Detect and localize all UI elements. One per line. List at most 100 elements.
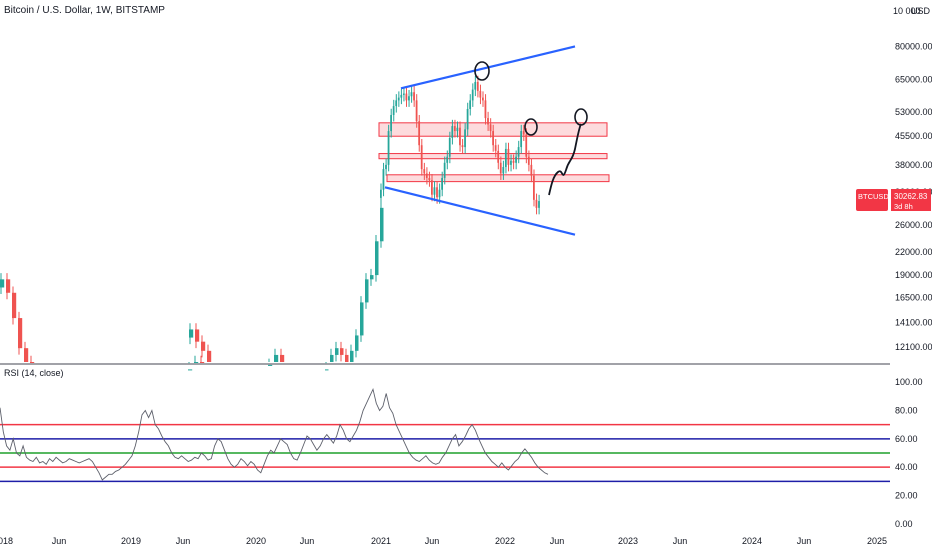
y-tick-label: 38000.00 bbox=[895, 160, 932, 170]
candle-body bbox=[520, 131, 523, 148]
candle-body bbox=[466, 108, 469, 130]
candle-body bbox=[512, 160, 515, 163]
candle-body bbox=[530, 164, 533, 176]
x-tick-label: 2023 bbox=[618, 536, 638, 546]
x-tick-label: Jun bbox=[550, 536, 565, 546]
candle-body bbox=[510, 160, 512, 165]
candle-body bbox=[517, 147, 520, 157]
y-tick-label: 16500.00 bbox=[895, 293, 932, 303]
candle-body bbox=[380, 207, 384, 242]
rsi-axis[interactable]: 100.00 80.00 60.00 40.00 20.00 0.00 bbox=[895, 377, 923, 529]
rsi-tick-label: 20.00 bbox=[895, 491, 918, 501]
circle-drawing-mid bbox=[524, 118, 538, 136]
candle-body bbox=[189, 329, 194, 338]
candle-body bbox=[499, 162, 502, 174]
x-tick-label: 2024 bbox=[742, 536, 762, 546]
y-tick-label: 45500.00 bbox=[895, 131, 932, 141]
resistance-zone bbox=[386, 174, 610, 183]
projection-path-drawing bbox=[548, 123, 582, 196]
y-tick-label: 53000.00 bbox=[895, 107, 932, 117]
candle-body bbox=[340, 348, 344, 355]
y-tick-label: 65000.00 bbox=[895, 75, 932, 85]
candle-body bbox=[459, 127, 461, 146]
candle-body bbox=[489, 124, 492, 132]
candle-body bbox=[268, 364, 273, 366]
candle-body bbox=[476, 81, 479, 91]
candle-body bbox=[325, 369, 329, 371]
candle-body bbox=[365, 279, 369, 303]
price-label-background bbox=[856, 189, 888, 211]
rsi-tick-label: 80.00 bbox=[895, 406, 918, 416]
rsi-tick-label: 60.00 bbox=[895, 434, 918, 444]
candle-body bbox=[527, 156, 530, 165]
candle-body bbox=[405, 93, 408, 101]
candle-body bbox=[12, 292, 17, 319]
chart-title: Bitcoin / U.S. Dollar, 1W, BITSTAMP bbox=[4, 5, 165, 16]
x-tick-label: 2022 bbox=[495, 536, 515, 546]
y-tick-label: 12100.00 bbox=[895, 342, 932, 352]
candle-body bbox=[504, 148, 507, 167]
y-tick-label: 10 000 bbox=[893, 6, 921, 16]
candle-body bbox=[461, 145, 464, 148]
time-axis[interactable]: 2018 Jun 2019 Jun 2020 Jun 2021 Jun 2022 Jun 2023 J… bbox=[0, 536, 887, 546]
candle-body bbox=[400, 94, 403, 98]
y-tick-label: 19000.00 bbox=[895, 270, 932, 280]
rsi-line bbox=[0, 387, 549, 481]
x-tick-label: 2018 bbox=[0, 536, 13, 546]
candle-body bbox=[474, 81, 477, 90]
candle-body bbox=[428, 177, 431, 181]
candle-body bbox=[451, 126, 454, 138]
candlestick-series bbox=[0, 75, 540, 371]
y-tick-label: 22000.00 bbox=[895, 247, 932, 257]
candle-body bbox=[525, 134, 528, 157]
candle-body bbox=[194, 362, 199, 363]
price-label-symbol: BTCUSD bbox=[858, 192, 889, 201]
candle-body bbox=[436, 187, 438, 198]
candle-body bbox=[385, 164, 387, 170]
candle-body bbox=[418, 121, 421, 146]
candle-body bbox=[482, 97, 484, 101]
candle-body bbox=[453, 126, 456, 132]
candle-body bbox=[433, 187, 436, 195]
candle-body bbox=[420, 145, 423, 170]
candle-body bbox=[533, 175, 535, 200]
candle-body bbox=[350, 350, 354, 362]
candle-body bbox=[24, 348, 29, 362]
candle-body bbox=[395, 100, 398, 107]
currency-label: USD bbox=[911, 6, 931, 16]
candle-body bbox=[274, 354, 279, 362]
candle-body bbox=[408, 96, 410, 101]
candle-body bbox=[18, 318, 23, 349]
candle-body bbox=[188, 369, 193, 371]
rsi-title: RSI (14, close) bbox=[4, 368, 64, 378]
price-label-countdown: 3d 8h bbox=[894, 202, 913, 211]
rsi-tick-label: 40.00 bbox=[895, 462, 918, 472]
price-tag-background bbox=[891, 189, 931, 211]
rsi-tick-label: 0.00 bbox=[895, 519, 913, 529]
candle-body bbox=[0, 279, 5, 288]
y-tick-label: 26000.00 bbox=[895, 220, 932, 230]
candle-body bbox=[345, 354, 349, 362]
candle-body bbox=[200, 362, 205, 363]
candle-body bbox=[423, 169, 426, 174]
candle-body bbox=[425, 173, 428, 178]
candle-body bbox=[431, 180, 433, 195]
candle-body bbox=[330, 354, 334, 362]
candle-body bbox=[402, 93, 405, 95]
candle-body bbox=[471, 89, 474, 101]
x-tick-label: 2021 bbox=[371, 536, 391, 546]
candle-body bbox=[507, 148, 510, 165]
y-tick-label: 14100.00 bbox=[895, 318, 932, 328]
candle-body bbox=[484, 100, 487, 119]
candle-body bbox=[438, 189, 441, 198]
candle-body bbox=[355, 335, 359, 351]
candle-body bbox=[201, 341, 206, 351]
candle-body bbox=[515, 156, 517, 163]
candle-body bbox=[387, 131, 390, 165]
candle-body bbox=[492, 131, 494, 146]
candle-body bbox=[195, 329, 200, 342]
x-tick-label: 2019 bbox=[121, 536, 141, 546]
rsi-levels bbox=[0, 423, 890, 483]
